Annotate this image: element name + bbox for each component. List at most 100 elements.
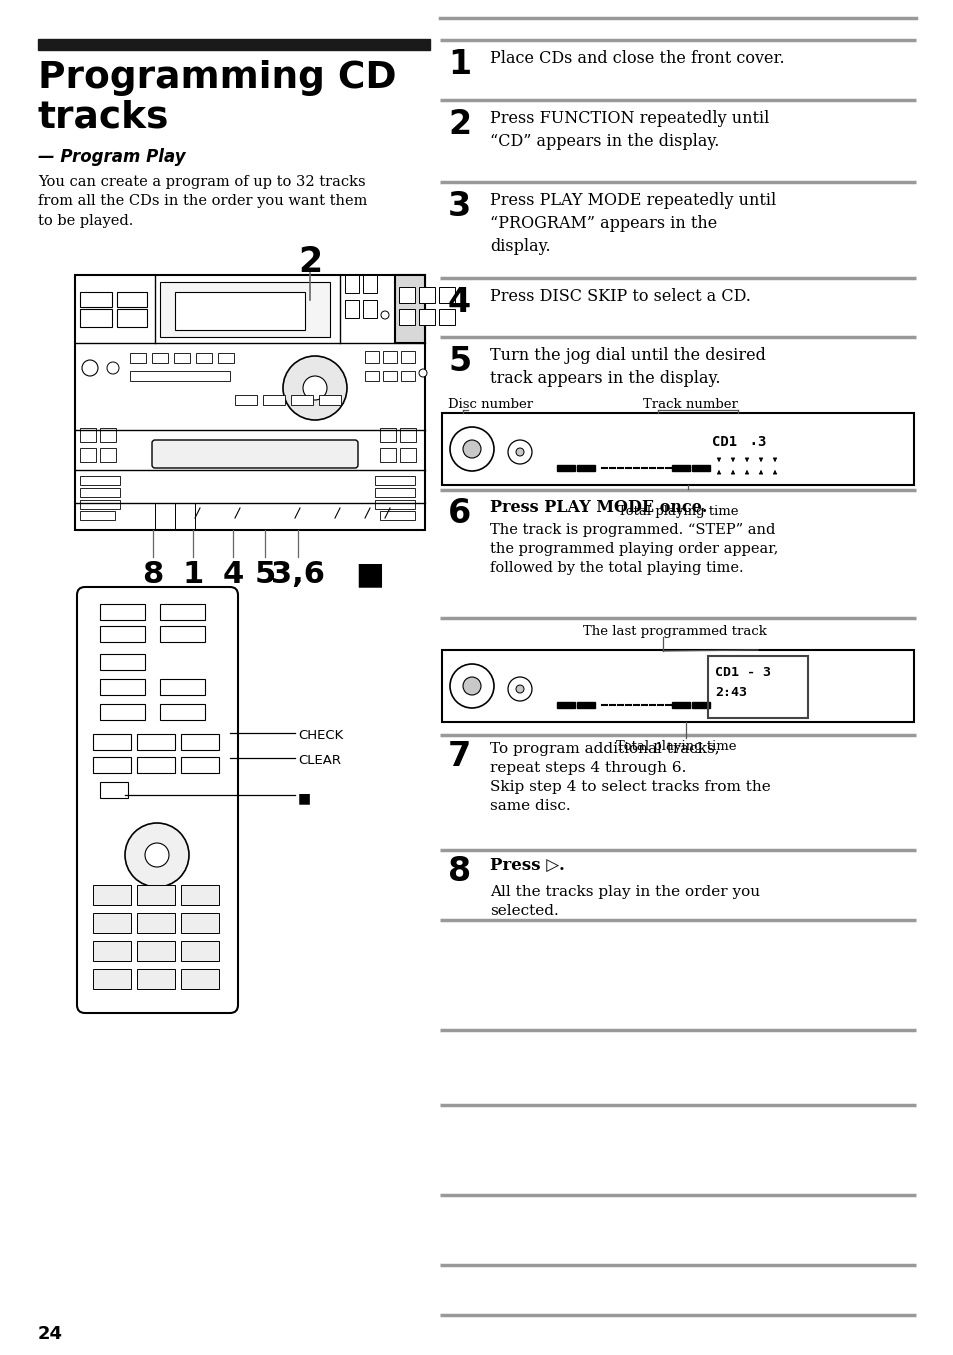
Circle shape — [125, 822, 189, 888]
Bar — [174, 291, 305, 331]
Bar — [557, 702, 575, 709]
Bar — [117, 309, 147, 327]
Bar — [80, 428, 96, 442]
Circle shape — [462, 440, 480, 458]
Text: Programming CD: Programming CD — [38, 60, 396, 96]
Bar — [100, 782, 128, 798]
Text: 2: 2 — [448, 108, 471, 141]
Bar — [345, 299, 358, 318]
Text: To program additional tracks,
repeat steps 4 through 6.
Skip step 4 to select tr: To program additional tracks, repeat ste… — [490, 743, 770, 813]
Bar — [80, 476, 120, 485]
Bar — [160, 604, 205, 621]
Text: CHECK: CHECK — [297, 729, 343, 743]
Circle shape — [450, 664, 494, 709]
Circle shape — [418, 369, 427, 377]
Bar — [234, 396, 256, 405]
Circle shape — [516, 449, 523, 457]
Bar — [137, 885, 174, 905]
Text: 8: 8 — [142, 560, 164, 589]
Circle shape — [507, 440, 532, 463]
Bar — [438, 287, 455, 304]
Bar — [75, 275, 424, 530]
Bar — [137, 734, 174, 751]
Bar — [80, 449, 96, 462]
Text: 3,6: 3,6 — [271, 560, 325, 589]
Text: CD1 - 3: CD1 - 3 — [714, 667, 770, 679]
Bar — [671, 702, 689, 709]
Text: All the tracks play in the order you
selected.: All the tracks play in the order you sel… — [490, 885, 760, 917]
FancyBboxPatch shape — [152, 440, 357, 467]
Bar — [100, 604, 145, 621]
Bar — [100, 428, 116, 442]
Bar — [137, 757, 174, 772]
Bar — [38, 39, 430, 50]
Bar — [363, 299, 376, 318]
Circle shape — [450, 427, 494, 472]
Bar — [418, 309, 435, 325]
Text: The track is programmed. “STEP” and
the programmed playing order appear,
followe: The track is programmed. “STEP” and the … — [490, 523, 778, 575]
Bar — [195, 354, 212, 363]
Circle shape — [516, 686, 523, 692]
Text: Press DISC SKIP to select a CD.: Press DISC SKIP to select a CD. — [490, 289, 750, 305]
Text: Press PLAY MODE once.: Press PLAY MODE once. — [490, 499, 706, 516]
Bar — [263, 396, 285, 405]
Bar — [400, 351, 415, 363]
Text: You can create a program of up to 32 tracks
from all the CDs in the order you wa: You can create a program of up to 32 tra… — [38, 175, 367, 228]
Bar — [418, 287, 435, 304]
Bar — [577, 702, 595, 709]
Bar — [375, 488, 415, 497]
Circle shape — [380, 312, 389, 318]
Bar — [181, 969, 219, 989]
Bar — [92, 885, 131, 905]
Text: — Program Play: — Program Play — [38, 148, 186, 167]
Text: Total playing time: Total playing time — [618, 505, 738, 518]
Text: Press FUNCTION repeatedly until
“CD” appears in the display.: Press FUNCTION repeatedly until “CD” app… — [490, 110, 768, 150]
Bar — [398, 309, 415, 325]
Bar — [173, 354, 190, 363]
Text: ·: · — [746, 435, 758, 454]
Text: 2: 2 — [297, 245, 322, 279]
Circle shape — [145, 843, 169, 867]
Bar — [671, 465, 689, 472]
Bar — [365, 351, 378, 363]
Bar — [181, 757, 219, 772]
Text: Turn the jog dial until the desired
track appears in the display.: Turn the jog dial until the desired trac… — [490, 347, 765, 386]
Bar — [100, 626, 145, 642]
Bar — [92, 734, 131, 751]
Bar — [130, 354, 146, 363]
Bar — [382, 351, 396, 363]
Text: 4: 4 — [222, 560, 243, 589]
Circle shape — [462, 678, 480, 695]
Circle shape — [107, 362, 119, 374]
Bar — [92, 969, 131, 989]
Text: 5: 5 — [448, 346, 471, 378]
Text: 3: 3 — [448, 190, 471, 224]
Text: The last programmed track: The last programmed track — [582, 625, 766, 638]
Bar — [577, 465, 595, 472]
Bar — [399, 428, 416, 442]
Text: ■: ■ — [355, 560, 384, 589]
Text: 3: 3 — [757, 435, 764, 449]
Text: CLEAR: CLEAR — [297, 753, 340, 767]
Bar — [557, 465, 575, 472]
Bar — [80, 309, 112, 327]
Bar — [130, 371, 230, 381]
Bar — [441, 413, 913, 485]
Bar — [92, 940, 131, 961]
Bar — [379, 449, 395, 462]
Bar — [181, 734, 219, 751]
Bar — [80, 291, 112, 308]
Text: 1: 1 — [448, 47, 471, 81]
Bar — [382, 371, 396, 381]
Bar — [152, 354, 168, 363]
Text: 7: 7 — [448, 740, 471, 772]
Bar — [100, 449, 116, 462]
Bar — [291, 396, 313, 405]
Bar — [691, 465, 709, 472]
Bar — [80, 500, 120, 509]
Bar — [399, 449, 416, 462]
Bar — [707, 656, 807, 718]
Bar — [691, 702, 709, 709]
Circle shape — [283, 356, 347, 420]
Bar — [137, 940, 174, 961]
